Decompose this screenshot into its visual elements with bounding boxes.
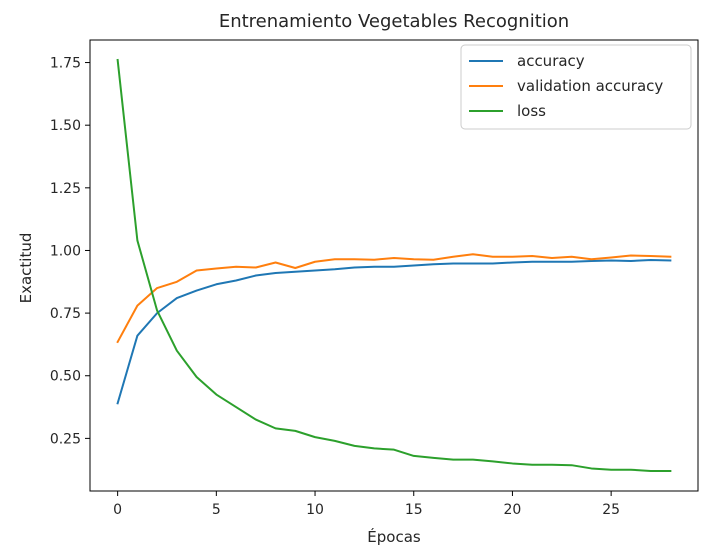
x-tick-label: 20 <box>504 502 522 518</box>
y-axis: 0.25 0.50 0.75 1.00 1.25 1.50 1.75 <box>50 56 90 447</box>
y-tick-label: 0.50 <box>50 369 81 385</box>
legend-label: validation accuracy <box>517 77 663 95</box>
legend-box <box>460 44 692 130</box>
x-axis: 0 5 10 15 20 25 <box>113 491 620 518</box>
y-axis-label: Exactitud <box>17 233 35 304</box>
y-tick-label: 1.75 <box>50 56 81 72</box>
series-lines <box>116 58 672 472</box>
x-tick-label: 0 <box>113 502 122 518</box>
legend-label: loss <box>517 102 546 120</box>
y-tick-label: 1.25 <box>50 181 81 197</box>
y-tick-label: 0.75 <box>50 306 81 322</box>
series-line-accuracy <box>116 258 672 405</box>
legend: accuracy validation accuracy loss <box>460 44 692 130</box>
legend-label: accuracy <box>517 52 585 70</box>
x-tick-label: 10 <box>306 502 324 518</box>
x-axis-label: Épocas <box>367 527 421 546</box>
chart-title: Entrenamiento Vegetables Recognition <box>219 11 569 32</box>
y-tick-label: 0.25 <box>50 431 81 447</box>
series-line-validation-accuracy <box>116 253 672 344</box>
x-tick-label: 25 <box>602 502 620 518</box>
x-tick-label: 5 <box>212 502 221 518</box>
series-line-loss <box>116 58 672 472</box>
y-tick-label: 1.50 <box>50 118 81 134</box>
y-tick-label: 1.00 <box>50 243 81 259</box>
x-tick-label: 15 <box>405 502 423 518</box>
